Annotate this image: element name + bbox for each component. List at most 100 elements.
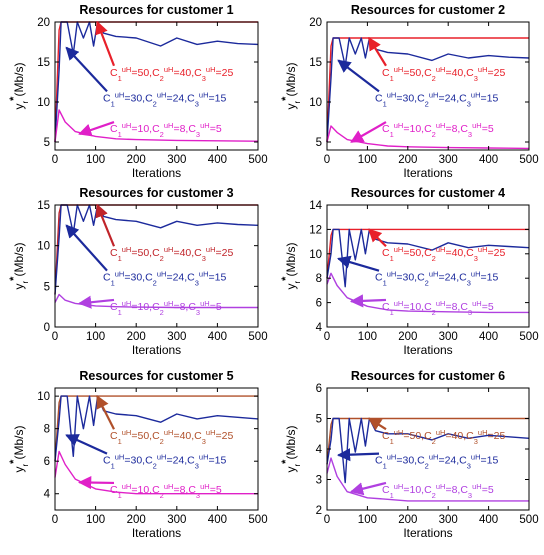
annotation-arrow [78,475,115,490]
annotation-arrow [368,36,387,67]
y-axis-label: yr*(Mb/s) [8,63,30,110]
annotation-arrow [349,481,387,496]
annotation-label: C1uH=50,C2uH=40,C3uH=25 [382,64,505,82]
annotation-arrow [368,228,387,248]
x-tick-label: 400 [479,331,498,343]
x-axis-label: Iterations [403,343,452,357]
annotation-arrow [337,255,380,272]
y-tick-label: 6 [316,298,322,310]
x-tick-label: 200 [127,331,146,343]
series-line [54,293,258,309]
chart-panel-4: Resources for customer 4 0 100 200 300 400 500… [280,186,539,357]
y-tick-label: 10 [37,241,50,253]
x-tick-label: 200 [127,514,146,526]
x-tick-label: 200 [127,154,146,166]
series-line [326,272,529,314]
x-tick-label: 500 [519,331,538,343]
y-tick-label: 4 [316,322,323,334]
y-tick-label: 5 [316,137,322,149]
y-tick-label: 10 [37,391,50,403]
x-tick-label: 300 [167,514,186,526]
x-axis-label: Iterations [132,166,181,180]
annotation-arrow [65,224,108,272]
chart-panel-5: Resources for customer 5 0 100 200 300 400 500… [8,369,268,540]
y-tick-label: 5 [44,281,50,293]
y-tick-label: 15 [37,57,50,69]
x-tick-label: 200 [398,154,417,166]
x-tick-label: 500 [519,154,538,166]
annotation-arrow [95,20,116,67]
x-tick-label: 0 [52,154,58,166]
x-tick-label: 400 [208,331,227,343]
x-tick-label: 400 [208,154,227,166]
annotation-arrow [337,59,380,93]
x-tick-label: 400 [208,514,227,526]
y-tick-label: 3 [316,475,322,487]
x-tick-label: 500 [248,331,267,343]
chart-panel-2: Resources for customer 2 0 100 200 300 400 500… [280,3,539,180]
x-axis-label: Iterations [403,166,452,180]
annotation-label: C1uH=30,C2uH=24,C3uH=15 [103,90,226,108]
annotation-arrow [65,46,108,93]
x-tick-label: 0 [52,514,58,526]
annotation-label: C1uH=10,C2uH=8,C3uH=5 [382,121,494,139]
x-tick-label: 500 [248,154,267,166]
chart-title: Resources for customer 3 [79,186,233,200]
annotation-arrow [96,394,115,430]
chart-title: Resources for customer 1 [79,3,233,17]
y-axis-label: yr*(Mb/s) [280,426,302,473]
x-tick-label: 400 [479,154,498,166]
annotation-label: C1uH=10,C2uH=8,C3uH=5 [110,481,222,499]
x-axis-label: Iterations [403,526,452,540]
y-tick-label: 8 [316,273,322,285]
annotation-label: C1uH=30,C2uH=24,C3uH=15 [375,90,498,108]
annotation-label: C1uH=50,C2uH=40,C3uH=25 [382,428,505,446]
annotation-label: C1uH=30,C2uH=24,C3uH=15 [103,269,226,287]
y-tick-label: 6 [316,383,322,395]
plot-frame [326,204,530,328]
x-tick-label: 200 [398,514,417,526]
y-tick-label: 5 [44,137,50,149]
annotation-label: C1uH=10,C2uH=8,C3uH=5 [110,121,222,139]
x-tick-label: 0 [324,154,330,166]
annotation-label: C1uH=50,C2uH=40,C3uH=25 [110,64,233,82]
series-line [54,109,259,143]
y-tick-label: 2 [316,505,322,517]
x-tick-label: 300 [439,514,458,526]
annotation-label: C1uH=10,C2uH=8,C3uH=5 [382,298,494,316]
chart-title: Resources for customer 6 [351,369,505,383]
x-tick-label: 0 [324,331,330,343]
annotation-label: C1uH=30,C2uH=24,C3uH=15 [103,452,226,470]
y-tick-label: 15 [309,57,322,69]
plot-frame [326,21,530,151]
series-line [326,417,529,465]
series-line [54,395,258,462]
y-tick-label: 8 [44,424,50,436]
annotation-label: C1uH=50,C2uH=40,C3uH=25 [382,245,505,263]
annotation-arrow [95,203,116,247]
chart-panel-3: Resources for customer 30 100 200 300 400 500… [8,186,268,357]
x-axis-label: Iterations [132,526,181,540]
y-tick-label: 4 [44,489,51,501]
y-tick-label: 10 [37,97,50,109]
annotation-label: C1uH=30,C2uH=24,C3uH=15 [375,269,498,287]
series-line [326,457,529,502]
y-axis-label: yr*(Mb/s) [280,63,302,110]
y-tick-label: 4 [316,444,323,456]
x-tick-label: 500 [519,514,538,526]
annotation-arrow [336,448,380,462]
y-tick-label: 10 [309,249,322,261]
y-tick-label: 12 [309,224,322,236]
x-tick-label: 300 [439,331,458,343]
series-line [326,37,529,143]
series-line [326,228,529,279]
y-tick-label: 14 [309,200,322,212]
annotation-label: C1uH=10,C2uH=8,C3uH=5 [382,481,494,499]
annotation-label: C1uH=10,C2uH=8,C3uH=5 [110,298,222,316]
y-tick-label: 6 [44,456,50,468]
y-tick-label: 0 [44,322,50,334]
x-tick-label: 300 [167,331,186,343]
y-tick-label: 10 [309,97,322,109]
